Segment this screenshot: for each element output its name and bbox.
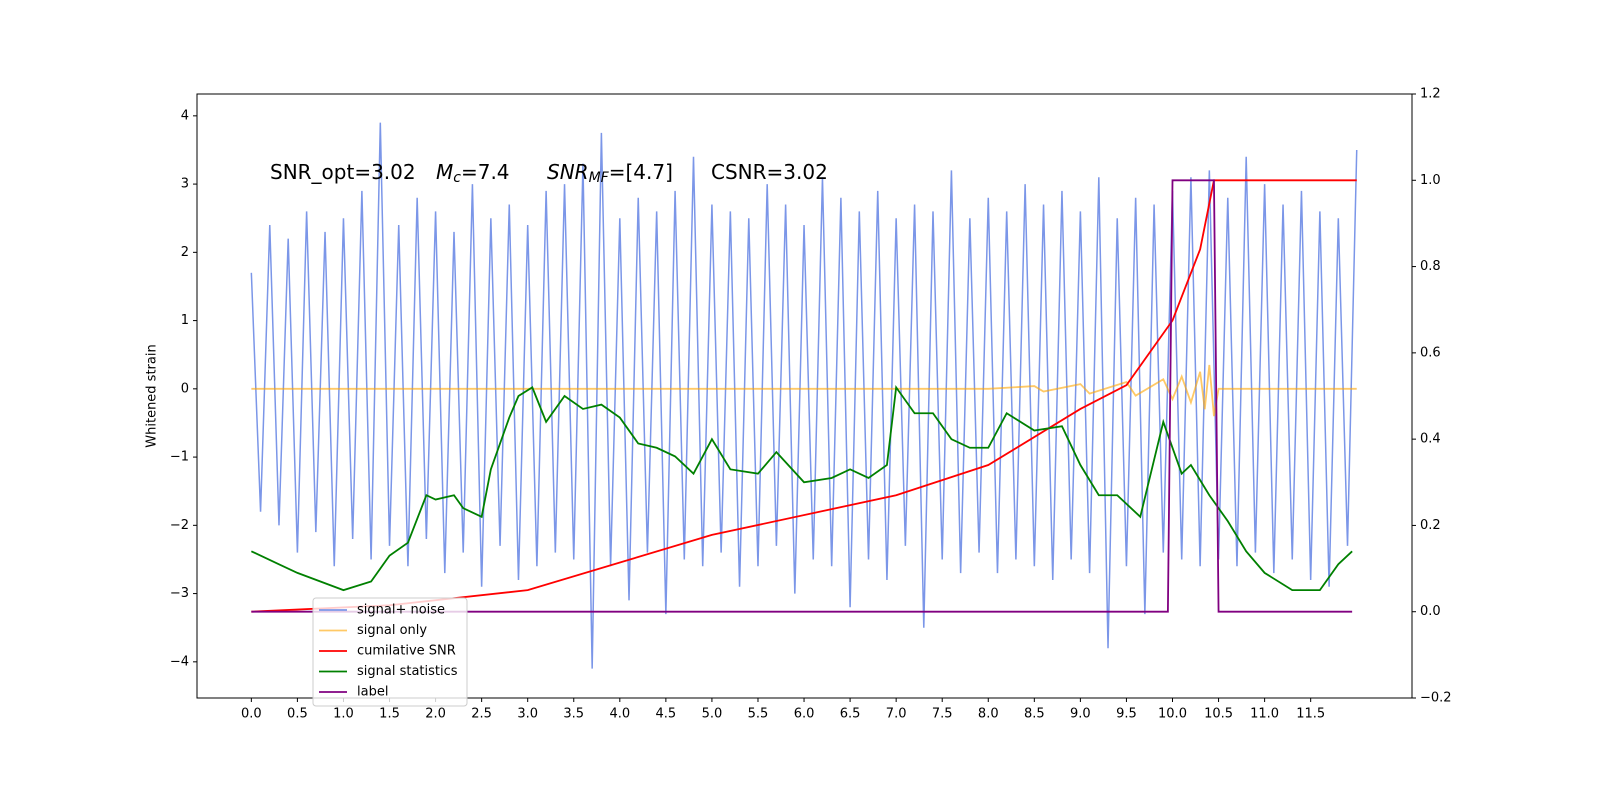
x-tick-label: 2.0 [425,707,446,722]
y2-tick-label: 0.2 [1420,518,1441,533]
x-tick-label: 0.5 [287,707,308,722]
y-tick-label: −2 [170,518,189,533]
y-axis-label: Whitened strain [145,344,160,447]
y-tick-label: 2 [181,245,189,260]
x-tick-label: 8.0 [978,707,999,722]
x-tick-label: 3.0 [517,707,538,722]
annotation: Mc=7.4 [436,160,510,187]
y2-tick-label: 0.4 [1420,432,1441,447]
legend-label: cumilative SNR [357,644,456,659]
x-tick-label: 3.5 [563,707,584,722]
x-tick-label: 7.0 [886,707,907,722]
y-tick-label: −4 [170,654,189,669]
x-tick-label: 9.5 [1116,707,1137,722]
annotation-part: CSNR=3.02 [711,160,828,184]
legend-label: signal+ noise [357,603,445,618]
x-tick-label: 8.5 [1024,707,1045,722]
y2-tick-label: 0.6 [1420,345,1441,360]
series-line [251,179,1357,613]
annotation-part: SNR [547,160,589,184]
x-tick-label: 10.5 [1204,707,1233,722]
x-tick-label: 1.0 [333,707,354,722]
y2-tick-label: 0.0 [1420,604,1441,619]
x-tick-label: 9.0 [1070,707,1091,722]
x-tick-label: 10.0 [1158,707,1187,722]
y-tick-label: 1 [181,313,189,328]
y-tick-label: −3 [170,586,189,601]
x-tick-label: 7.5 [932,707,953,722]
annotation-part: =7.4 [461,160,510,184]
legend-box [312,597,468,707]
x-tick-label: 6.0 [794,707,815,722]
x-tick-label: 11.0 [1250,707,1279,722]
annotation: SNRMF=[4.7] [547,160,673,187]
series-line [250,122,1358,669]
x-tick-label: 4.5 [656,707,677,722]
annotation: SNR_opt=3.02 [270,160,416,184]
y2-tick-label: 1.2 [1420,87,1441,102]
annotation-part: M [436,160,453,184]
y-tick-label: −1 [170,450,189,465]
annotation-part: MF [589,170,610,186]
x-tick-label: 1.5 [379,707,400,722]
y2-tick-label: −0.2 [1420,691,1452,706]
legend-label: signal statistics [357,664,458,679]
x-tick-label: 5.0 [702,707,723,722]
y2-tick-label: 0.8 [1420,259,1441,274]
y2-tick-label: 1.0 [1420,173,1441,188]
series-line [251,364,1357,417]
annotation-part: SNR_opt=3.02 [270,160,416,184]
x-tick-label: 5.5 [748,707,769,722]
plot-area [250,122,1358,669]
series-line [250,384,1353,592]
x-tick-label: 0.0 [241,707,262,722]
x-tick-label: 6.5 [840,707,861,722]
series-line [251,179,1353,613]
x-tick-label: 11.5 [1296,707,1325,722]
annotation-part: =[4.7] [609,160,673,184]
x-tick-label: 4.0 [609,707,630,722]
y-tick-label: 0 [181,381,189,396]
y-tick-label: 4 [181,108,189,123]
annotation-part: c [453,170,461,186]
x-tick-label: 2.5 [471,707,492,722]
legend-label: signal only [357,623,427,638]
annotation: CSNR=3.02 [711,160,828,184]
y-tick-label: 3 [181,177,189,192]
legend-label: label [357,685,388,700]
